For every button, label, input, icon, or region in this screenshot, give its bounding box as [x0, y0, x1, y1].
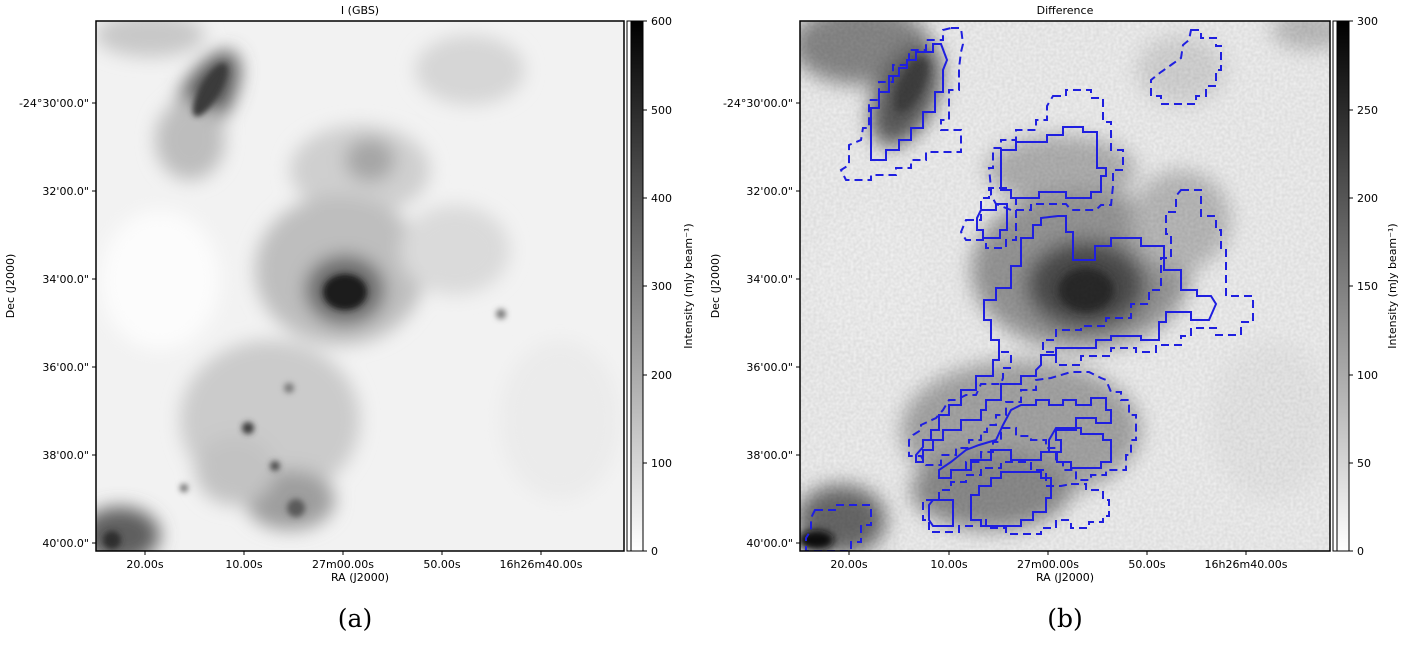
contour-dashed-east: [1042, 189, 1254, 366]
panel-b-y-tick-label: 36'00.0": [746, 361, 793, 374]
panel-b-y-tick-label: 32'00.0": [746, 185, 793, 198]
panel-a-y-tick-label: 34'00.0": [42, 273, 89, 286]
panel-a-colorbar-tick: 300: [651, 280, 672, 293]
panel-b-x-tick-label: 27m00.00s: [1017, 558, 1079, 571]
panel-b-x-ticks: [848, 551, 1247, 555]
panel-a-y-tick-label: 38'00.0": [42, 449, 89, 462]
panel-a-x-tick-label: 10.00s: [225, 558, 262, 571]
panel-a-colorbar-tick: 100: [651, 457, 672, 470]
contour-solid-south3: [970, 471, 1052, 527]
panel-a-y-axis-label: Dec (J2000): [4, 254, 17, 319]
panel-a-colorbar: 0 100 200 300 400 500 600 Intensity (mJy…: [626, 15, 695, 558]
panel-a-figure: I (GBS): [4, 4, 695, 584]
panel-a: I (GBS): [0, 0, 711, 641]
panel-b-y-tick-label: 34'00.0": [746, 273, 793, 286]
panel-a-x-ticks: [144, 551, 542, 555]
panel-b-x-tick-label: 10.00s: [930, 558, 967, 571]
panel-b-y-tick-label: -24°30'00.0": [723, 97, 793, 110]
panel-b-colorbar-label: Intensity (mJy beam⁻¹): [1386, 223, 1399, 348]
panel-b-figure: Difference: [709, 4, 1399, 584]
panel-b-colorbar-tick: 150: [1357, 280, 1378, 293]
panel-b-y-ticks: [796, 102, 800, 544]
panel-b-difference-map: [800, 21, 1330, 551]
panel-b-colorbar-tick: 250: [1357, 104, 1378, 117]
panel-a-y-tick-label: -24°30'00.0": [19, 97, 89, 110]
contour-solid-south1: [938, 397, 1112, 479]
contour-dashed-nw: [839, 27, 965, 181]
panel-a-x-tick-label: 27m00.00s: [312, 558, 374, 571]
contour-dashed-south: [922, 461, 1110, 535]
panel-a-colorbar-tick: 500: [651, 104, 672, 117]
panel-b-x-tick-label: 16h26m40.00s: [1205, 558, 1288, 571]
contour-dashed-north: [987, 89, 1124, 211]
panel-b-y-axis-label: Dec (J2000): [711, 254, 722, 319]
panel-b-colorbar: 0 50 100 150 200 250 300 Intensity (mJy …: [1332, 15, 1399, 558]
contour-dashed-ne: [1150, 29, 1222, 105]
panel-a-x-tick-label: 20.00s: [126, 558, 163, 571]
panel-a-y-tick-label: 36'00.0": [42, 361, 89, 374]
panel-b-colorbar-tick: 200: [1357, 192, 1378, 205]
contour-dashed-mid: [908, 351, 1137, 481]
panel-b-y-tick-label: 40'00.0": [746, 537, 793, 550]
panel-a-colorbar-label: Intensity (mJy beam⁻¹): [682, 223, 695, 348]
panel-b-x-tick-label: 20.00s: [830, 558, 867, 571]
contour-solid-south4: [928, 499, 954, 527]
panel-a-y-ticks: [92, 102, 96, 544]
panel-a-title: I (GBS): [341, 4, 379, 17]
panel-b-title: Difference: [1037, 4, 1094, 17]
panel-a-x-tick-label: 50.00s: [423, 558, 460, 571]
panel-b-colorbar-tick: 50: [1357, 457, 1371, 470]
contour-solid-north: [1000, 126, 1107, 199]
panel-b: Difference: [709, 0, 1422, 641]
panel-a-colorbar-tick: 200: [651, 369, 672, 382]
panel-b-y-tick-label: 38'00.0": [746, 449, 793, 462]
panel-a-x-axis-label: RA (J2000): [331, 571, 389, 584]
panel-a-colorbar-tick: 0: [651, 545, 658, 558]
panel-a-intensity-map: [96, 21, 624, 551]
panel-b-colorbar-tick: 100: [1357, 369, 1378, 382]
panel-a-x-tick-label: 16h26m40.00s: [500, 558, 583, 571]
panel-b-caption: (b): [1047, 604, 1083, 633]
contour-dashed-west: [959, 187, 1017, 249]
panel-a-caption: (a): [337, 604, 373, 633]
panel-a-y-tick-label: 32'00.0": [42, 185, 89, 198]
panel-a-colorbar-tick: 600: [651, 15, 672, 28]
panel-b-contours: [805, 27, 1254, 551]
panel-a-colorbar-tick: 400: [651, 192, 672, 205]
panel-b-colorbar-tick: 300: [1357, 15, 1378, 28]
panel-b-colorbar-tick: 0: [1357, 545, 1364, 558]
contour-dashed-sw: [805, 504, 872, 551]
panel-a-y-tick-label: 40'00.0": [42, 537, 89, 550]
panel-b-x-axis-label: RA (J2000): [1036, 571, 1094, 584]
contour-solid-south2: [1048, 427, 1112, 469]
panel-b-x-tick-label: 50.00s: [1128, 558, 1165, 571]
contour-solid-core: [915, 215, 1218, 463]
